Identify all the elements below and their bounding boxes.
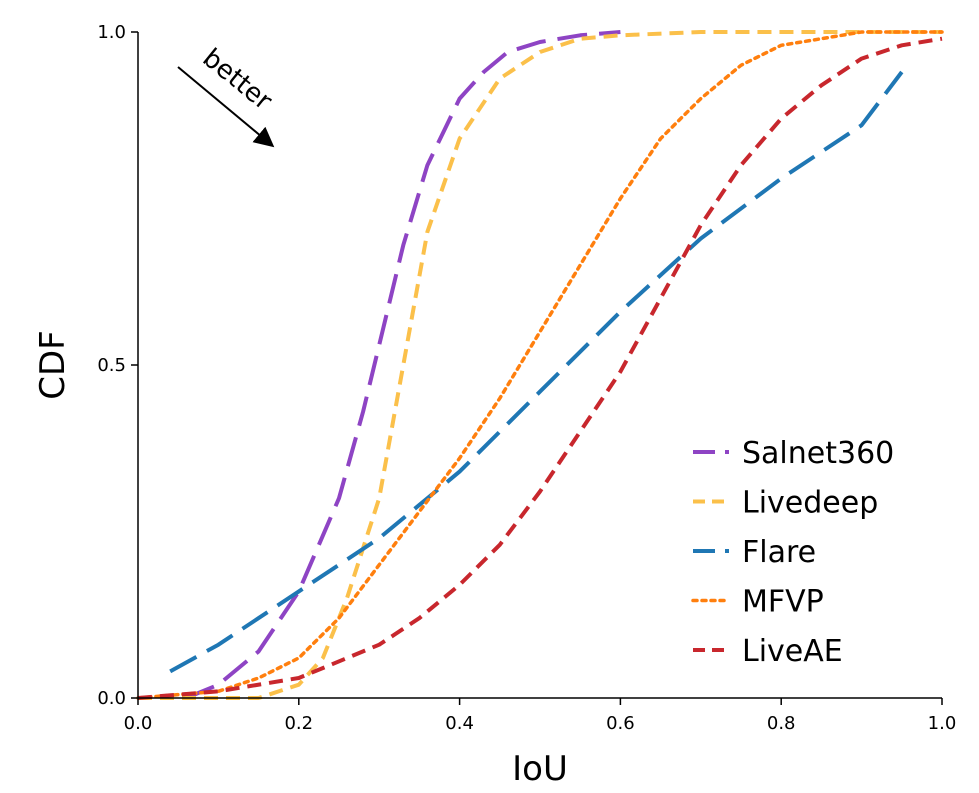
y-tick-label: 0.0 (97, 688, 126, 709)
legend-label-flare: Flare (742, 535, 816, 570)
legend-label-mfvp: MFVP (742, 585, 824, 620)
legend-label-salnet360: Salnet360 (742, 436, 894, 471)
x-tick-label: 1.0 (928, 713, 957, 734)
legend-label-livedeep: Livedeep (742, 486, 878, 521)
legend: Salnet360 Livedeep Flare MFVP LiveAE (691, 436, 894, 669)
better-label: better (197, 43, 278, 117)
series-line-flare (169, 70, 904, 674)
x-axis-title: IoU (512, 749, 568, 789)
series-line-livedeep (138, 30, 942, 700)
series-line-mfvp (136, 30, 944, 700)
y-tick-label: 0.5 (97, 355, 126, 376)
x-ticks: 0.0 0.2 0.4 0.6 0.8 1.0 (124, 698, 957, 734)
y-tick-label: 1.0 (97, 22, 126, 43)
series-line-liveae (137, 36, 943, 700)
better-arrow (177, 66, 275, 148)
x-tick-label: 0.2 (284, 713, 313, 734)
x-tick-label: 0.0 (124, 713, 153, 734)
x-tick-label: 0.8 (767, 713, 796, 734)
x-tick-label: 0.4 (445, 713, 474, 734)
better-annotation: better (177, 43, 278, 148)
y-ticks: 0.0 0.5 1.0 (97, 22, 138, 709)
legend-label-liveae: LiveAE (742, 634, 843, 669)
y-axis-title: CDF (33, 330, 73, 399)
x-tick-label: 0.6 (606, 713, 635, 734)
series-layer (136, 30, 944, 700)
series-line-salnet360 (185, 30, 621, 700)
